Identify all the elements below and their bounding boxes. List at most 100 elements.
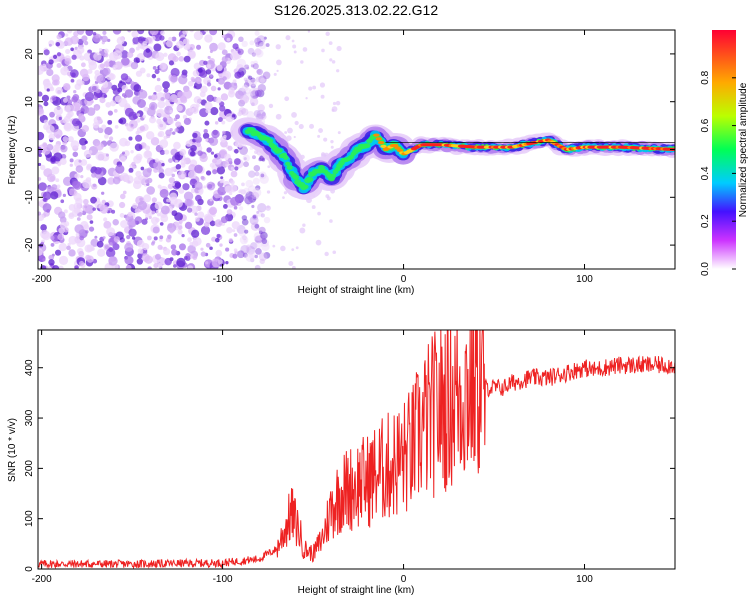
spectrogram-noise-blob	[245, 253, 255, 262]
spectrogram-noise-blob	[266, 190, 271, 194]
spectrogram-noise-blob	[137, 248, 144, 254]
spectrogram-noise-blob	[85, 254, 91, 261]
spectrogram-noise-blob	[248, 170, 256, 178]
spectrogram-noise-blob	[230, 51, 240, 61]
spectrogram-noise-blob	[157, 244, 163, 250]
spectrogram-noise-blob	[243, 194, 253, 204]
spectrogram-noise-blob	[78, 159, 82, 163]
spectrogram-noise-blob	[106, 227, 116, 237]
spectrogram-noise-blob	[56, 34, 62, 40]
spectrogram-noise-blob	[187, 80, 194, 87]
spectrogram-noise-blob	[151, 240, 156, 244]
spectrogram-noise-blob	[116, 36, 125, 45]
spectrogram-noise-blob	[262, 71, 271, 80]
spectrogram-noise-blob	[187, 265, 194, 269]
spectrogram-noise-blob	[167, 117, 175, 125]
spectrogram-noise-blob	[41, 94, 50, 102]
spectrogram-noise-blob	[43, 123, 50, 131]
spectrogram-noise-blob	[155, 52, 165, 62]
spectrogram-noise-blob	[203, 30, 209, 33]
spectrogram-noise-blob	[217, 87, 221, 91]
spectrogram-noise-blob	[206, 94, 214, 102]
spectrogram-noise-blob	[62, 193, 67, 197]
spectrogram-noise-blob	[137, 200, 148, 211]
spectrogram-noise-blob	[250, 61, 255, 65]
spectrogram-noise-blob	[203, 221, 210, 228]
spectrogram-noise-blob	[194, 212, 198, 216]
spectrogram-noise-blob	[130, 80, 134, 85]
spectrogram-noise-blob	[238, 99, 246, 107]
spectrogram-noise-blob	[96, 74, 106, 84]
spectrogram-noise-blob	[196, 79, 202, 85]
snr-frame	[37, 329, 676, 570]
spectrogram-noise-blob	[211, 158, 217, 164]
spectrogram-noise-blob	[265, 205, 271, 211]
spectrogram-noise-blob	[210, 107, 219, 116]
spectrogram-noise-blob	[85, 30, 94, 37]
spectrogram-noise-blob	[137, 30, 145, 35]
spectrogram-ridge-core	[394, 146, 401, 150]
spectrogram-noise-blob	[232, 79, 237, 84]
spectrogram-noise-blob	[206, 82, 212, 87]
spectrogram-noise-blob	[38, 131, 45, 141]
spectrogram-noise-blob	[217, 42, 226, 51]
spectrogram-ytick-label: 10	[24, 96, 35, 108]
spectrogram-noise-blob	[252, 87, 262, 97]
spectrogram-noise-blob	[204, 34, 213, 43]
spectrogram-noise-blob	[149, 30, 159, 36]
spectrogram-noise-blob	[98, 47, 103, 52]
spectrogram-noise-blob	[103, 48, 109, 54]
spectrogram-noise-blob	[114, 64, 118, 69]
spectrogram-noise-blob	[182, 38, 190, 45]
spectrogram-ridge-blob	[276, 148, 283, 153]
spectrogram-noise-blob	[38, 146, 43, 155]
spectrogram-noise-blob	[312, 85, 317, 90]
spectrogram-noise-blob	[255, 241, 263, 249]
spectrogram-noise-blob	[101, 35, 108, 43]
spectrogram-noise-blob	[64, 37, 74, 46]
spectrogram-noise-blob	[63, 209, 68, 214]
spectrogram-noise-blob	[191, 229, 200, 238]
spectrogram-noise-blob	[46, 209, 51, 213]
spectrogram-noise-blob	[283, 191, 288, 195]
spectrogram-noise-blob	[102, 67, 111, 76]
spectrogram-noise-blob	[196, 142, 202, 148]
spectrogram-noise-blob	[66, 245, 71, 251]
spectrogram-noise-blob	[291, 248, 295, 252]
spectrogram-noise-blob	[105, 248, 116, 258]
spectrogram-noise-blob	[141, 218, 148, 225]
spectrogram-noise-blob	[120, 50, 129, 59]
spectrogram-noise-blob	[189, 241, 194, 246]
spectrogram-noise-blob	[168, 158, 173, 163]
spectrogram-noise-blob	[46, 68, 54, 77]
spectrogram-noise-blob	[173, 98, 179, 104]
spectrogram-noise-blob	[285, 35, 291, 41]
spectrogram-noise-blob	[183, 55, 191, 63]
spectrogram-noise-blob	[135, 153, 143, 161]
spectrogram-noise-blob	[275, 113, 282, 120]
spectrogram-noise-blob	[251, 52, 257, 57]
spectrogram-noise-blob	[157, 212, 161, 217]
spectrogram-noise-blob	[58, 227, 65, 234]
spectrogram-noise-blob	[176, 257, 186, 268]
spectrogram-noise-blob	[176, 40, 184, 49]
spectrogram-noise-blob	[219, 243, 223, 247]
spectrogram-noise-blob	[210, 151, 215, 155]
spectrogram-noise-blob	[242, 154, 250, 162]
spectrogram-noise-blob	[192, 255, 198, 261]
spectrogram-noise-blob	[89, 220, 94, 224]
spectrogram-noise-blob	[153, 160, 163, 170]
spectrogram-noise-blob	[254, 48, 262, 56]
spectrogram-noise-blob	[135, 134, 143, 142]
spectrogram-noise-blob	[121, 84, 128, 92]
spectrogram-noise-blob	[282, 196, 285, 199]
spectrogram-noise-blob	[79, 68, 89, 78]
spectrogram-ytick-label: -10	[24, 190, 35, 205]
spectrogram-noise-blob	[169, 196, 178, 205]
spectrogram-noise-blob	[255, 235, 263, 244]
spectrogram-noise-blob	[261, 238, 268, 245]
spectrogram-noise-blob	[234, 148, 239, 154]
spectrogram-noise-blob	[156, 77, 161, 82]
spectrogram-noise-blob	[112, 176, 121, 185]
spectrogram-noise-blob	[42, 142, 48, 148]
